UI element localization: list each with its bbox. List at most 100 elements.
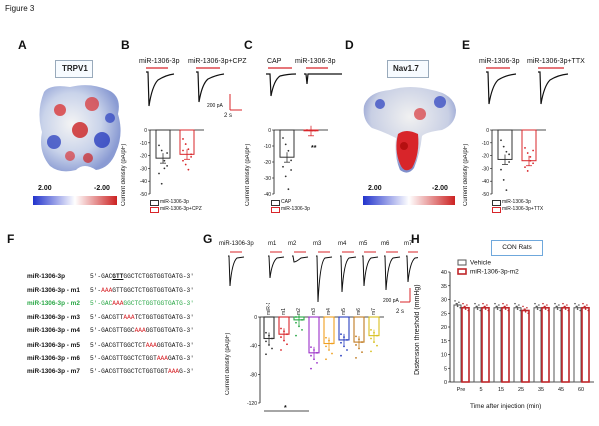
current-traces-e [486, 67, 569, 105]
x-tick-label: 5 [479, 387, 482, 393]
trace-label-g: m2 [288, 241, 297, 247]
data-point [482, 302, 484, 305]
data-point [313, 358, 315, 361]
protein-name-trpv1: TRPV1 [62, 64, 88, 73]
current-traces-g [228, 251, 418, 303]
data-point [280, 349, 282, 351]
significance-g: * [284, 405, 287, 412]
data-point [456, 305, 459, 308]
current-trace [316, 255, 333, 303]
data-point [282, 137, 284, 139]
current-trace [228, 255, 245, 287]
data-point [507, 309, 509, 312]
trace-label-g: m6 [381, 241, 390, 247]
data-point [587, 309, 589, 312]
trace-label-g: m5 [359, 241, 368, 247]
sequence-name: miR-1306-3p - m7 [27, 368, 80, 375]
data-point [524, 166, 526, 169]
data-point [538, 304, 540, 306]
data-point [361, 351, 363, 354]
category-label: m7 [371, 308, 377, 315]
legend-label-c-0: CAP [281, 199, 292, 205]
data-point [166, 152, 168, 154]
data-point [455, 302, 458, 305]
data-point [502, 145, 505, 148]
y-tick-label: -20 [482, 154, 489, 160]
sequence-value: 5'-GACGTTGGCTCTGGTGGTGATG-3' [90, 273, 194, 280]
category-label: m6 [356, 308, 362, 315]
data-point [325, 358, 327, 361]
data-point [558, 304, 560, 306]
data-point [527, 312, 529, 315]
data-point [184, 143, 187, 145]
nav17-structure-image [363, 87, 456, 173]
panel-label-f: F [7, 232, 15, 246]
legend-swatch-b-0 [150, 200, 159, 206]
data-point [166, 164, 168, 167]
y-tick-label: -120 [247, 401, 257, 407]
panel-label-g: G [203, 232, 213, 246]
data-point [539, 309, 541, 312]
y-tick-label: 10 [441, 353, 447, 359]
x-tick-label: 35 [538, 387, 544, 393]
legend-label: Vehicle [470, 260, 491, 267]
data-point [331, 352, 333, 355]
y-tick-label: -40 [482, 179, 489, 185]
trace-label-c-right: miR-1306-3p [295, 58, 336, 65]
y-tick-label: 0 [268, 128, 271, 134]
data-point [282, 165, 284, 168]
x-tick-label: 60 [578, 387, 584, 393]
electrostatic-colorbar-a [33, 196, 117, 205]
trace-label-g: m1 [268, 241, 277, 247]
category-label: m4 [326, 308, 332, 315]
data-point [316, 351, 318, 354]
data-point [358, 347, 360, 350]
protein-name-nav17: Nav1.7 [393, 64, 419, 73]
scale-max-d: 2.00 [368, 185, 382, 192]
data-point [535, 305, 538, 308]
data-point [358, 338, 360, 341]
y-tick-label: -30 [482, 166, 489, 172]
legend-swatch-c-1 [271, 207, 280, 213]
scale-current-b: 200 pA [207, 103, 223, 109]
data-point [543, 305, 546, 308]
y-tick-label: 5 [444, 366, 447, 372]
y-tick-label: -30 [140, 166, 147, 172]
trace-label-g: m4 [338, 241, 347, 247]
data-point [505, 150, 508, 153]
sequence-name: miR-1306-3p - m2 [27, 300, 80, 307]
bar-chart-g: 0 -40 -80 -120 miR-1306-3p m1 m2 m3 m4 m5 m6 m7 [247, 303, 384, 412]
bar [453, 304, 462, 383]
data-point [287, 149, 290, 152]
data-point [566, 304, 568, 306]
data-point [463, 305, 466, 308]
scale-time-b: 2 s [224, 113, 233, 119]
data-point [311, 129, 314, 132]
x-tick-label: Pre [457, 387, 466, 393]
data-point [306, 129, 308, 131]
data-point [556, 308, 559, 310]
legend-label-b-0: miR-1306-3p [160, 199, 189, 205]
legend-swatch [457, 259, 467, 266]
category-label: m2 [296, 308, 302, 315]
data-point [370, 329, 372, 331]
data-point [295, 321, 297, 324]
legend-label-e-0: miR-1306-3p [502, 199, 531, 205]
data-point [310, 346, 312, 348]
legend-label-e-1: miR-1306-3p+TTX [502, 206, 544, 212]
data-point [464, 308, 467, 310]
protein-name-box-nav17: Nav1.7 [387, 60, 429, 78]
y-tick-label: 0 [486, 128, 489, 134]
data-point [546, 304, 548, 306]
data-point [559, 309, 561, 312]
data-point [187, 168, 190, 171]
data-point [524, 147, 526, 149]
data-point [370, 337, 372, 340]
y-tick-label: -10 [482, 141, 489, 147]
data-point [479, 309, 481, 312]
data-point [567, 309, 569, 312]
data-point [563, 305, 566, 308]
panel-label-d: D [345, 38, 354, 52]
xlabel-h: Time after injection (min) [470, 403, 542, 410]
